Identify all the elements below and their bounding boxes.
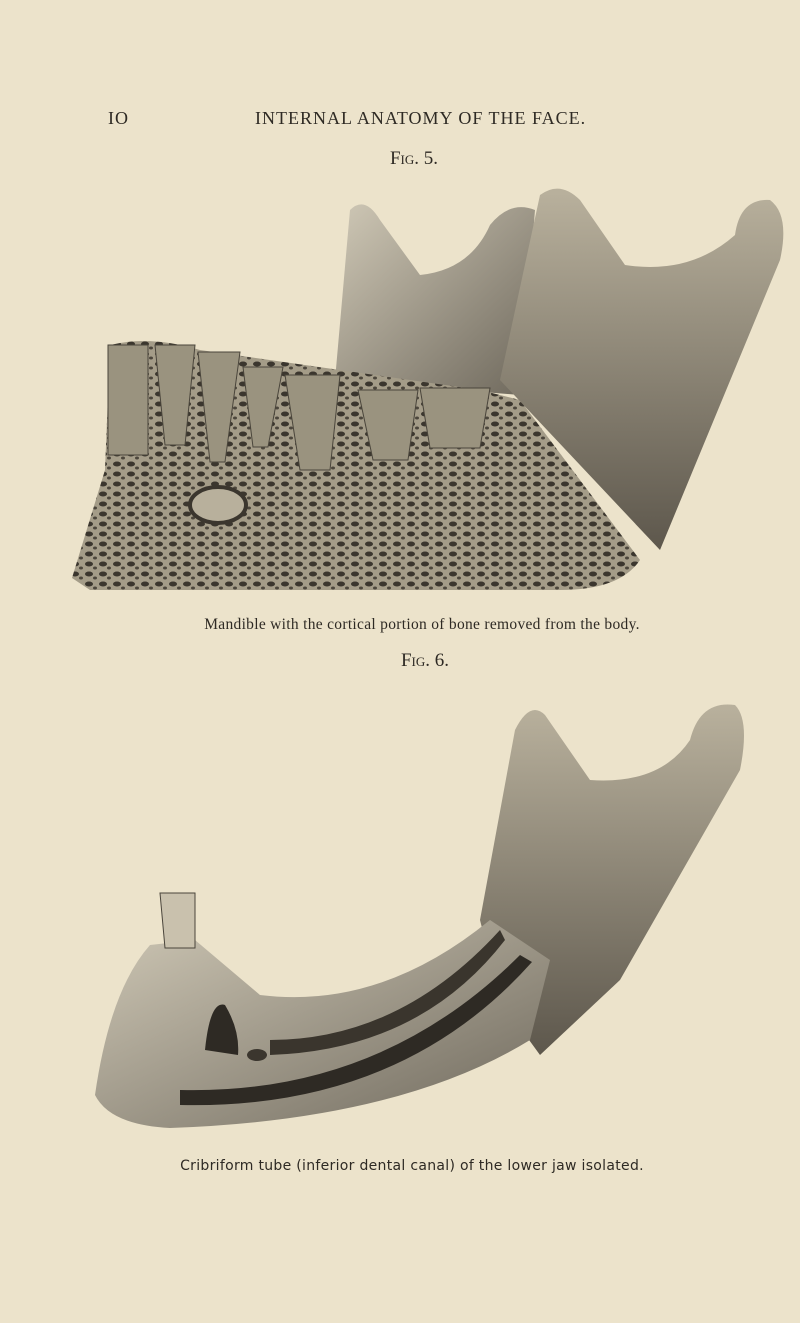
figure-6-drawing (95, 704, 744, 1128)
page-number: IO (108, 108, 129, 128)
figure-caption: Cribriform tube (inferior dental canal) … (180, 1158, 644, 1174)
figure-label: Fig. 5. (389, 148, 439, 169)
figure-label: Fig. 6. (400, 650, 450, 671)
figure-caption: Mandible with the cortical portion of bo… (204, 616, 640, 633)
running-title: INTERNAL ANATOMY OF THE FACE. (255, 108, 587, 128)
figure-5-drawing (72, 188, 784, 590)
